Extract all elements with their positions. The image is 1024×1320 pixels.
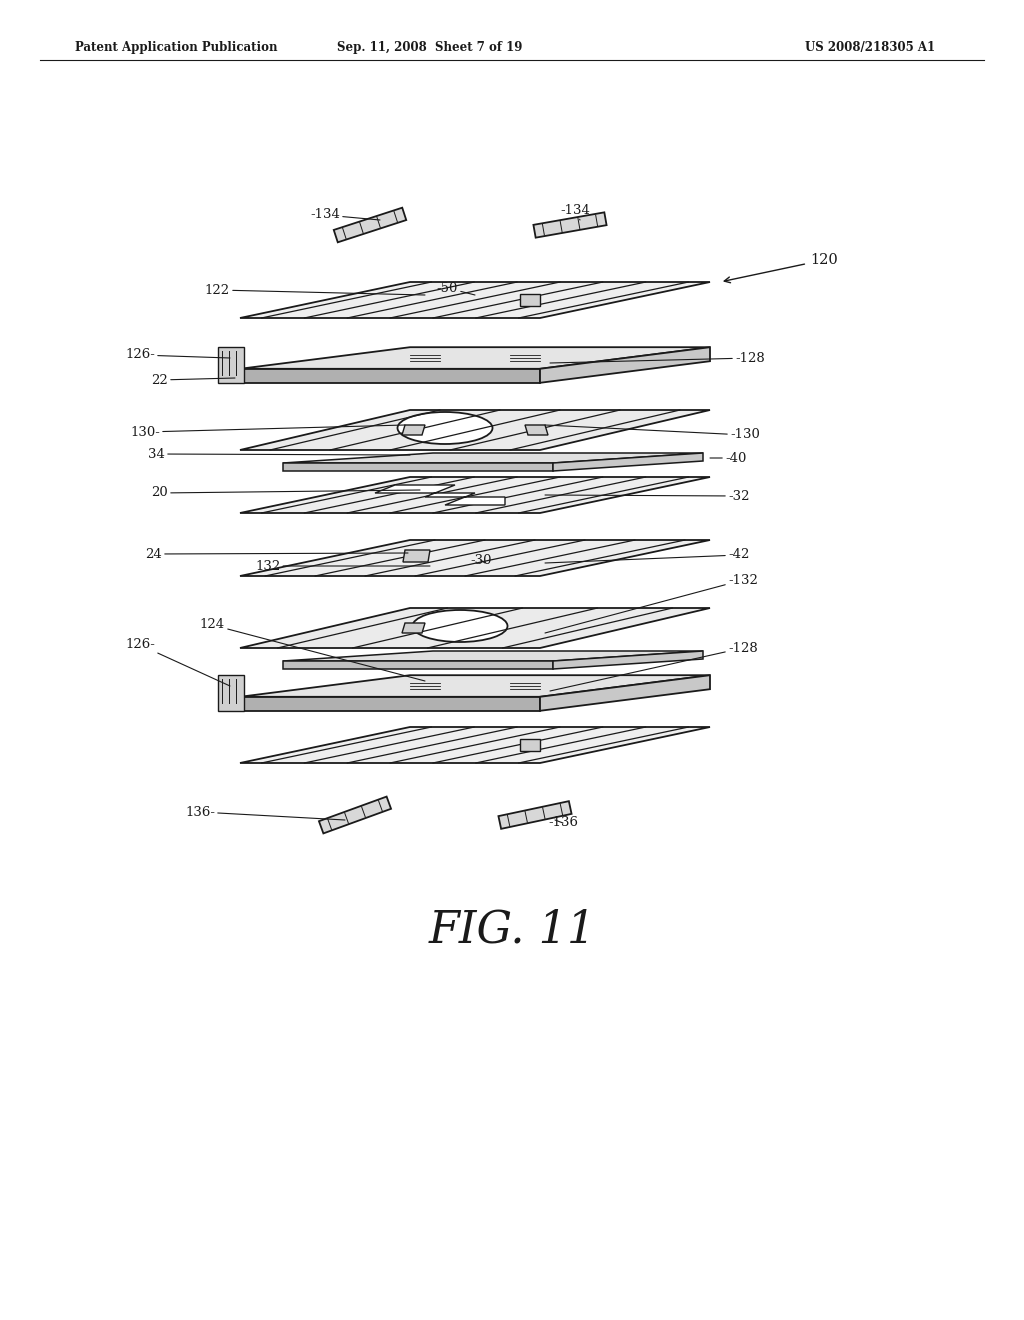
Text: -30: -30 <box>470 553 492 566</box>
Text: 120: 120 <box>724 253 838 282</box>
Polygon shape <box>540 676 710 710</box>
Polygon shape <box>240 347 710 368</box>
Polygon shape <box>334 207 407 243</box>
Polygon shape <box>553 651 703 669</box>
Ellipse shape <box>397 412 493 444</box>
Text: 130-: 130- <box>130 425 406 438</box>
Polygon shape <box>240 697 540 710</box>
Polygon shape <box>240 609 710 648</box>
Polygon shape <box>283 661 553 669</box>
Polygon shape <box>283 463 553 471</box>
Polygon shape <box>240 540 710 576</box>
Text: -134: -134 <box>560 203 590 220</box>
Text: -128: -128 <box>550 351 765 364</box>
Polygon shape <box>218 676 244 710</box>
Polygon shape <box>218 347 244 383</box>
Text: 122: 122 <box>205 284 425 297</box>
Polygon shape <box>240 282 710 318</box>
Polygon shape <box>540 347 710 383</box>
Polygon shape <box>402 623 425 634</box>
Text: 132: 132 <box>255 560 430 573</box>
Polygon shape <box>240 368 540 383</box>
Polygon shape <box>403 550 430 562</box>
Text: Sep. 11, 2008  Sheet 7 of 19: Sep. 11, 2008 Sheet 7 of 19 <box>337 41 522 54</box>
Polygon shape <box>283 651 703 661</box>
Text: 136-: 136- <box>185 805 345 820</box>
Text: -134: -134 <box>310 209 380 222</box>
Polygon shape <box>375 484 505 506</box>
Polygon shape <box>318 796 391 833</box>
Text: 126-: 126- <box>125 639 230 686</box>
Text: FIG. 11: FIG. 11 <box>428 908 596 952</box>
Polygon shape <box>534 213 606 238</box>
Polygon shape <box>520 294 540 306</box>
Polygon shape <box>520 739 540 751</box>
Text: 20: 20 <box>152 487 420 499</box>
Text: -136: -136 <box>548 817 578 829</box>
Text: -128: -128 <box>550 642 758 690</box>
Polygon shape <box>402 425 425 436</box>
Text: -32: -32 <box>545 490 750 503</box>
Polygon shape <box>240 477 710 513</box>
Text: 124: 124 <box>200 619 425 681</box>
Text: 126-: 126- <box>125 348 230 362</box>
Text: 24: 24 <box>145 548 408 561</box>
Polygon shape <box>499 801 571 829</box>
Polygon shape <box>240 411 710 450</box>
Text: -40: -40 <box>710 451 746 465</box>
Text: -132: -132 <box>545 573 758 634</box>
Polygon shape <box>553 453 703 471</box>
Polygon shape <box>240 727 710 763</box>
Text: US 2008/218305 A1: US 2008/218305 A1 <box>805 41 935 54</box>
Ellipse shape <box>413 610 508 642</box>
Polygon shape <box>525 425 548 436</box>
Text: 34: 34 <box>148 447 410 461</box>
Text: 22: 22 <box>152 374 234 387</box>
Text: -50: -50 <box>436 281 475 294</box>
Text: -130: -130 <box>545 425 760 441</box>
Polygon shape <box>240 676 710 697</box>
Text: -42: -42 <box>545 549 750 564</box>
Polygon shape <box>283 453 703 463</box>
Text: Patent Application Publication: Patent Application Publication <box>75 41 278 54</box>
